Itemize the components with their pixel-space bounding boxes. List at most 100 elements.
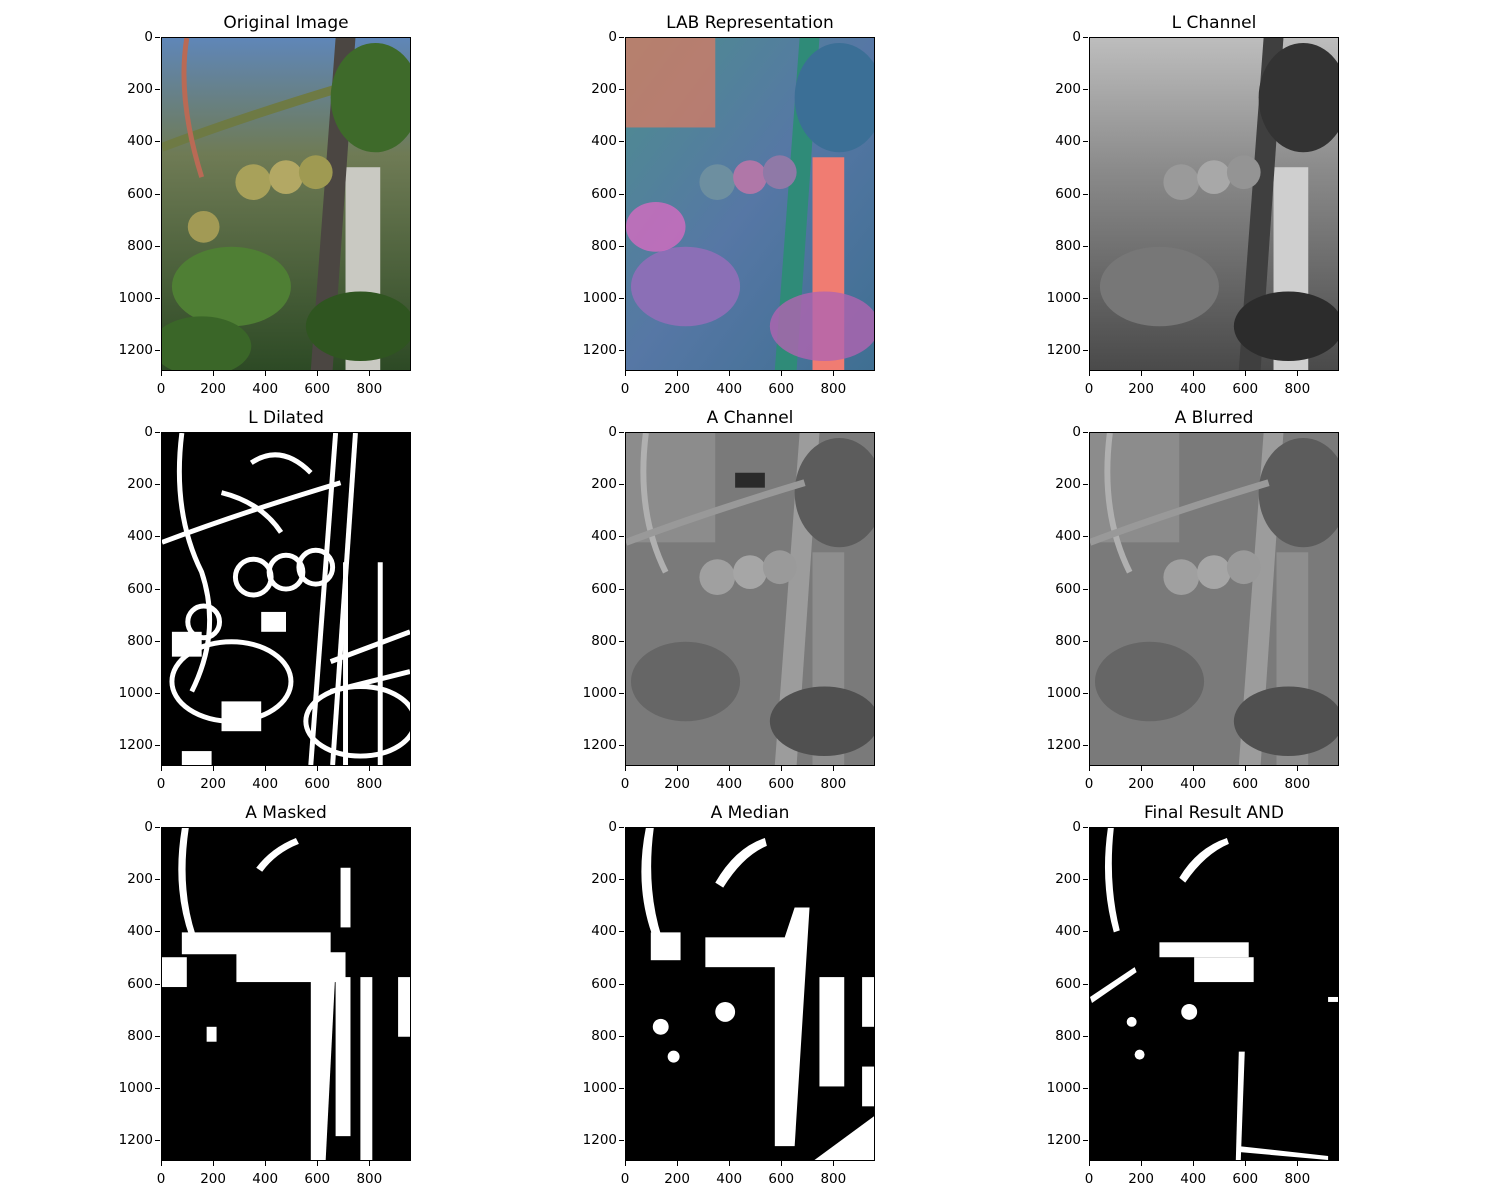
- x-tick-mark: [1297, 766, 1299, 771]
- y-tick-mark: [1083, 484, 1088, 486]
- x-tick-mark: [833, 1161, 835, 1166]
- y-tick-label: 1200: [1046, 342, 1081, 359]
- x-tick-mark: [1089, 766, 1090, 771]
- y-tick-label: 1000: [1046, 1079, 1081, 1096]
- x-tick-label: 400: [1180, 776, 1207, 792]
- y-tick-label: 0: [608, 424, 617, 440]
- x-tick-label: 400: [716, 381, 743, 397]
- x-tick-label: 800: [820, 381, 847, 397]
- y-tick-mark: [155, 931, 160, 933]
- y-tick-mark: [619, 1035, 624, 1037]
- y-tick-mark: [155, 879, 160, 881]
- x-tick-mark: [677, 766, 679, 771]
- image-svg: [162, 38, 410, 370]
- panel-achannel: A Channel 0 200 400 600 800 1000 1200 0 200 400 60…: [583, 408, 945, 792]
- panel-ldilated: L Dilated 0 200 400 600 800 1000 1200 0 2: [119, 408, 481, 792]
- y-tick-mark: [155, 37, 160, 38]
- y-tick-label: 200: [127, 476, 153, 493]
- y-tick-label: 600: [1055, 580, 1081, 597]
- x-tick-mark: [161, 1161, 162, 1166]
- x-tick-label: 800: [820, 776, 847, 792]
- y-tick-label: 600: [127, 975, 153, 992]
- y-tick-label: 1000: [118, 1079, 153, 1096]
- y-tick-mark: [619, 350, 624, 352]
- panel-title: A Masked: [245, 803, 327, 823]
- x-tick-mark: [369, 766, 371, 771]
- y-tick-label: 1200: [582, 737, 617, 754]
- y-tick-label: 800: [591, 237, 617, 254]
- y-tick-label: 200: [591, 81, 617, 98]
- image-svg: [1090, 38, 1338, 370]
- y-tick-label: 800: [1055, 1027, 1081, 1044]
- y-tick-label: 800: [591, 632, 617, 649]
- y-tick-label: 600: [591, 580, 617, 597]
- y-tick-mark: [155, 745, 160, 747]
- y-tick-mark: [155, 432, 160, 433]
- panel-image: [625, 827, 875, 1161]
- x-tick-label: 400: [716, 1171, 743, 1187]
- panel-image: [1089, 827, 1339, 1161]
- y-tick-label: 1200: [118, 342, 153, 359]
- y-tick-label: 600: [1055, 185, 1081, 202]
- y-tick-mark: [155, 141, 160, 143]
- x-tick-label: 400: [1180, 1171, 1207, 1187]
- y-tick-label: 1200: [1046, 1132, 1081, 1149]
- y-tick-mark: [155, 640, 160, 642]
- y-tick-mark: [619, 879, 624, 881]
- y-tick-mark: [619, 588, 624, 590]
- y-tick-mark: [155, 193, 160, 195]
- y-tick-mark: [619, 193, 624, 195]
- y-tick-mark: [1083, 692, 1088, 694]
- y-tick-label: 400: [127, 528, 153, 545]
- panel-title: Final Result AND: [1144, 803, 1284, 823]
- y-tick-label: 0: [1072, 424, 1081, 440]
- panel-title: A Blurred: [1174, 408, 1254, 428]
- y-tick-label: 1000: [1046, 289, 1081, 306]
- image-svg: [162, 828, 410, 1160]
- y-tick-mark: [619, 1140, 624, 1142]
- x-tick-mark: [781, 371, 783, 376]
- x-tick-label: 600: [1232, 1171, 1259, 1187]
- panel-title: LAB Representation: [666, 13, 834, 33]
- y-tick-label: 0: [608, 29, 617, 45]
- panel-original: Original Image 0 200 400 600 800 1000 1200 0 200…: [119, 13, 481, 397]
- y-tick-label: 200: [591, 476, 617, 493]
- y-tick-label: 200: [1055, 476, 1081, 493]
- x-tick-label: 600: [1232, 381, 1259, 397]
- y-tick-label: 0: [1072, 819, 1081, 835]
- x-tick-label: 600: [304, 381, 331, 397]
- y-tick-label: 400: [1055, 528, 1081, 545]
- x-tick-mark: [1141, 1161, 1143, 1166]
- x-tick-label: 0: [620, 776, 630, 792]
- x-tick-mark: [625, 371, 626, 376]
- panel-ablurred: A Blurred 0 200 400 600 800 1000 1200 0 200 400 60…: [1047, 408, 1409, 792]
- y-tick-mark: [1083, 37, 1088, 38]
- y-tick-mark: [1083, 297, 1088, 299]
- panel-image: [625, 37, 875, 371]
- image-svg: [1090, 828, 1338, 1160]
- x-tick-mark: [1193, 1161, 1195, 1166]
- x-tick-mark: [677, 371, 679, 376]
- image-svg: [626, 433, 874, 765]
- y-tick-label: 400: [127, 133, 153, 150]
- x-tick-label: 800: [356, 1171, 383, 1187]
- x-tick-mark: [317, 1161, 319, 1166]
- x-tick-mark: [1089, 371, 1090, 376]
- y-tick-label: 1200: [1046, 737, 1081, 754]
- x-tick-label: 800: [1284, 1171, 1311, 1187]
- y-tick-label: 800: [127, 237, 153, 254]
- x-tick-label: 800: [356, 381, 383, 397]
- x-tick-label: 400: [252, 1171, 279, 1187]
- y-tick-mark: [1083, 1087, 1088, 1089]
- x-tick-label: 200: [1128, 381, 1154, 397]
- panel-lab: LAB Representation 0 200 400 600 800 1000 1200…: [583, 13, 945, 397]
- x-tick-mark: [729, 766, 731, 771]
- y-tick-label: 400: [591, 133, 617, 150]
- y-tick-label: 800: [1055, 632, 1081, 649]
- x-tick-mark: [729, 1161, 731, 1166]
- x-tick-label: 0: [1084, 1171, 1094, 1187]
- x-tick-mark: [1193, 766, 1195, 771]
- y-tick-mark: [155, 588, 160, 590]
- y-tick-label: 400: [591, 528, 617, 545]
- y-tick-label: 1200: [118, 737, 153, 754]
